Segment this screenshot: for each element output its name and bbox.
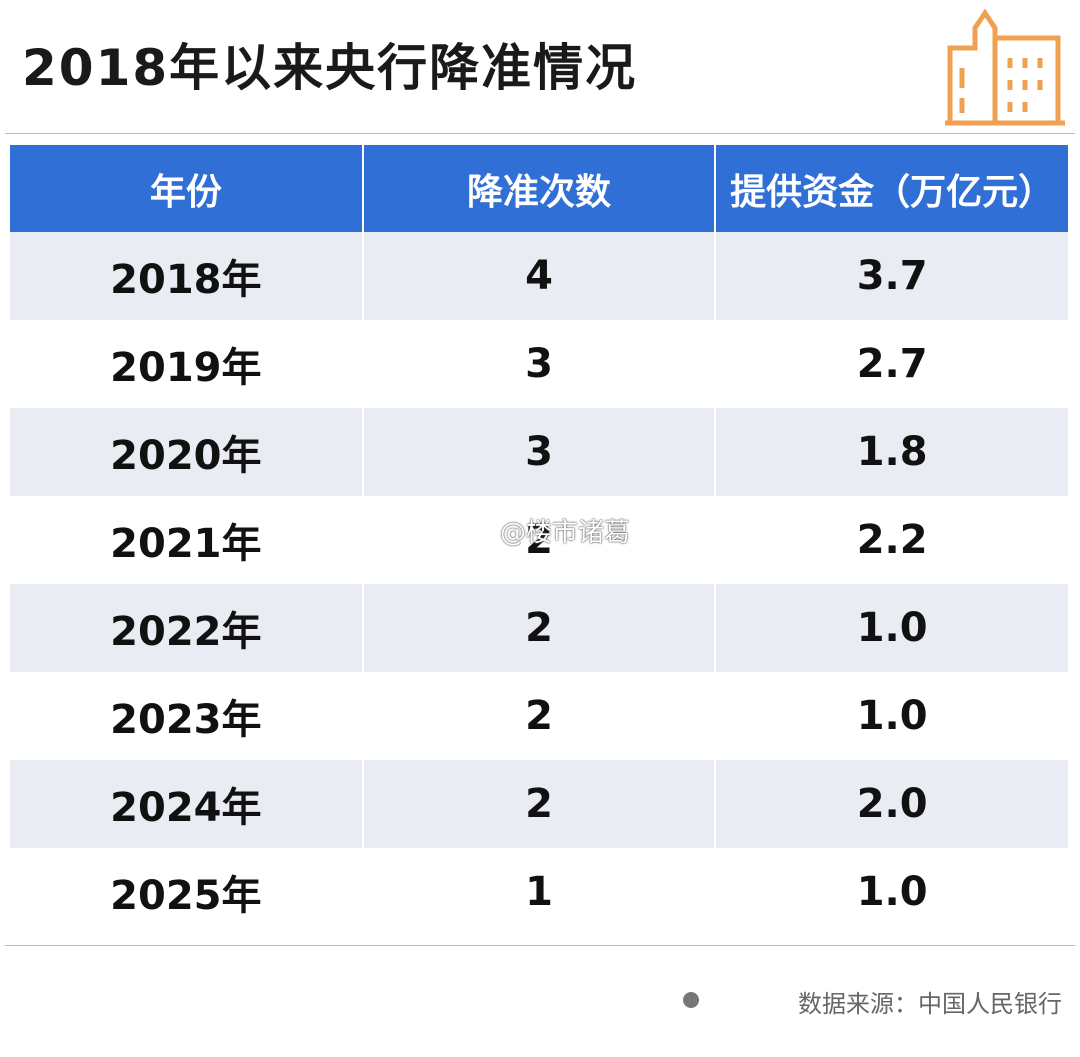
source-note: 数据来源：中国人民银行 [798,990,1062,1018]
table-row: 2021年 2 2.2 [10,496,1068,584]
watermark: @楼市诸葛 [500,518,631,548]
table-cell: 2 [362,496,717,584]
table-cell: 2021年 [10,496,364,584]
header-row: 年份 降准次数 提供资金（万亿元） [10,145,1068,232]
bullet [683,992,699,1008]
table-cell: 2 [362,584,717,672]
table-cell: 3.7 [715,232,1068,320]
rule [5,945,1075,946]
table-cell: 1.0 [856,693,928,739]
table-row: 2024年 2 2.0 [10,760,1068,848]
building-icon [945,8,1065,126]
table-cell: 2023年 [10,672,364,760]
table-row: 2019年 3 2.7 [10,320,1068,408]
table-row: 2018年 4 3.7 [10,232,1068,320]
table-row: 2022年 2 1.0 [10,584,1068,672]
table-cell: 2020年 [10,408,364,496]
table-cell: 2 [362,672,717,760]
table-row: 2023年 2 1.0 [10,672,1068,760]
table-cell: 2.7 [856,341,928,387]
table-cell: 3 [362,320,717,408]
table-cell: 2018年 [10,232,364,320]
table-cell: 4 [362,232,717,320]
data-table: 年份 降准次数 提供资金（万亿元） 2018年 4 3.7 2019年 3 2.7 2020年 3… [10,145,1068,936]
title: 2018年以来央行降准情况 [22,39,638,97]
column-header: 年份 [10,145,364,232]
table-cell: 2019年 [10,320,364,408]
table-cell: 2.0 [715,760,1068,848]
table-cell: 2024年 [10,760,364,848]
table-cell: 2 [362,760,717,848]
table-row: 2025年 1 1.0 [10,848,1068,936]
table-row: 2020年 3 1.8 [10,408,1068,496]
column-header: 降准次数 [362,145,717,232]
table-cell: 2022年 [10,584,364,672]
table-cell: 2025年 [10,848,364,936]
table-cell: 2.2 [856,517,928,563]
rule [5,133,1075,134]
table-cell: 1.0 [715,584,1068,672]
table-cell: 1 [362,848,717,936]
table-body: 2018年 4 3.7 2019年 3 2.7 2020年 3 1.8 2021年 2 2.2 2022… [10,232,1068,936]
table-cell: 1.0 [856,869,928,915]
table-cell: 1.8 [715,408,1068,496]
table-cell: 3 [362,408,717,496]
column-header: 提供资金（万亿元） [715,145,1068,232]
